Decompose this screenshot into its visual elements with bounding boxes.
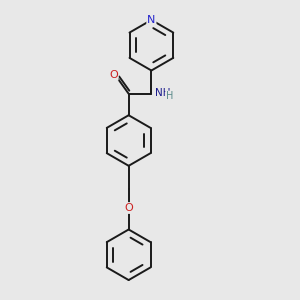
Text: O: O <box>109 70 118 80</box>
Text: NH: NH <box>155 88 171 98</box>
Text: O: O <box>124 203 133 213</box>
Text: H: H <box>166 92 173 101</box>
Text: N: N <box>147 15 156 25</box>
